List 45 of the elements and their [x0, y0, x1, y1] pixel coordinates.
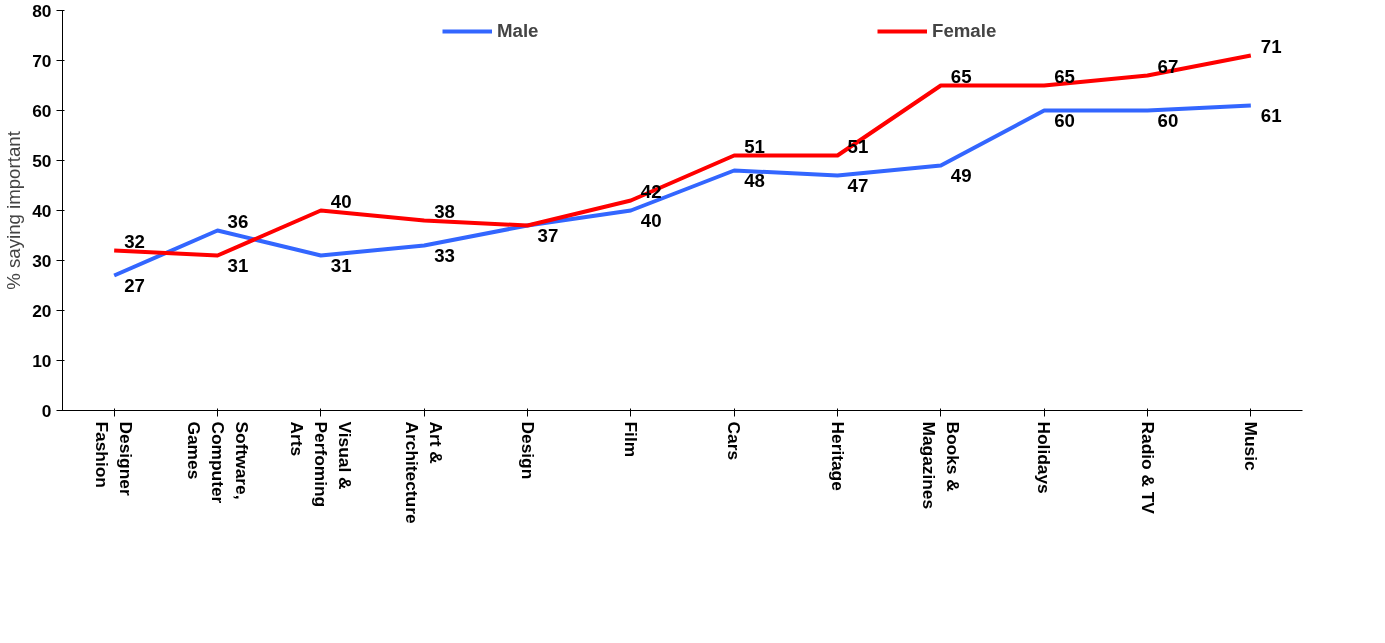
- y-tick-label: 50: [32, 150, 52, 171]
- y-tick-label: 70: [32, 50, 52, 71]
- y-tick-label: 40: [32, 200, 52, 221]
- y-tick-label: 0: [41, 400, 52, 421]
- x-tick-label: Art & Architecture: [402, 421, 447, 524]
- data-label: 40: [640, 209, 662, 231]
- line-series: [112, 103, 1253, 278]
- x-tick-label: Radio & TV: [1137, 421, 1158, 515]
- data-label: 31: [227, 254, 249, 276]
- x-tick-label: Holidays: [1034, 421, 1055, 494]
- y-axis-title: % saying important: [3, 130, 25, 290]
- y-tick-label: 30: [32, 250, 52, 271]
- y-tick-label: 80: [32, 0, 52, 21]
- data-label: 38: [434, 200, 455, 222]
- data-label: 60: [1054, 109, 1075, 131]
- x-tick-label: Visual & Perfoming Arts: [286, 421, 355, 508]
- data-label: 47: [847, 174, 869, 196]
- data-label: 51: [744, 135, 765, 157]
- data-label: 65: [1054, 65, 1075, 87]
- data-label: 40: [330, 190, 352, 212]
- legend-label: Female: [932, 20, 997, 41]
- data-label: 71: [1260, 35, 1282, 57]
- x-tick-label: Cars: [724, 421, 745, 461]
- x-tick-label: Software, Computer Games: [183, 421, 252, 504]
- data-label: 33: [434, 244, 455, 266]
- data-label: 48: [744, 169, 765, 191]
- data-label: 60: [1157, 109, 1179, 131]
- x-tick-label: Heritage: [827, 421, 848, 492]
- y-tick-label: 10: [32, 350, 52, 371]
- legend-label: Male: [497, 20, 540, 42]
- data-label: 65: [950, 65, 972, 87]
- data-label: 27: [124, 274, 145, 296]
- x-tick-label: Designer Fashion: [92, 421, 137, 496]
- x-tick-label: Film: [620, 421, 641, 458]
- data-label: 49: [950, 164, 972, 186]
- x-tick-label: Design: [517, 421, 538, 480]
- data-label: 61: [1260, 104, 1282, 126]
- y-tick-label: 60: [32, 100, 52, 121]
- x-tick-label: Music: [1240, 421, 1261, 471]
- data-label: 37: [537, 224, 559, 246]
- y-tick-label: 20: [32, 300, 52, 321]
- data-label: 36: [227, 210, 249, 232]
- data-label: 31: [330, 254, 352, 276]
- data-label: 32: [124, 230, 145, 252]
- x-tick-label: Books & Magazines: [918, 421, 963, 510]
